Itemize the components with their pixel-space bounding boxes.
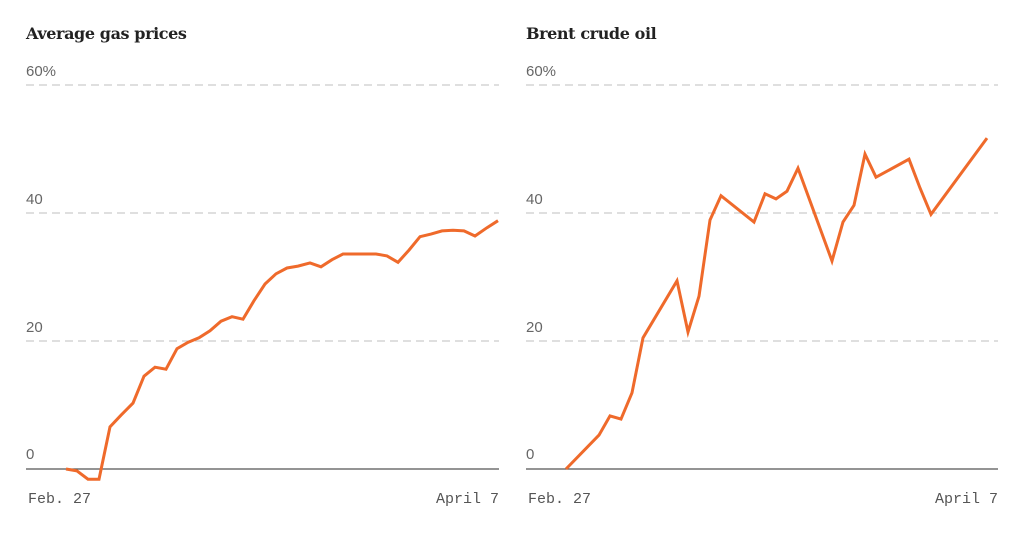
x-tick-label-start: Feb. 27 bbox=[528, 491, 592, 508]
chart-panel-gas: Average gas prices 60% 40 20 0 Feb. 27 A… bbox=[26, 24, 499, 508]
gridlines bbox=[26, 84, 998, 470]
x-tick-label-start: Feb. 27 bbox=[28, 491, 92, 508]
series-line bbox=[65, 219, 499, 481]
series-line bbox=[564, 137, 989, 471]
y-tick-label: 60% bbox=[526, 63, 557, 80]
y-tick-label: 40 bbox=[26, 191, 43, 208]
chart-title: Brent crude oil bbox=[526, 24, 657, 43]
y-tick-label: 60% bbox=[26, 63, 57, 80]
y-tick-label: 0 bbox=[26, 446, 35, 463]
y-tick-label: 20 bbox=[26, 319, 43, 336]
y-tick-label: 0 bbox=[526, 446, 535, 463]
data-lines bbox=[65, 137, 989, 481]
chart-panel-brent: Brent crude oil 60% 40 20 0 Feb. 27 Apri… bbox=[500, 0, 1024, 536]
y-tick-label: 20 bbox=[526, 319, 543, 336]
x-tick-label-end: April 7 bbox=[435, 491, 499, 508]
y-tick-label: 40 bbox=[526, 191, 543, 208]
chart-title: Average gas prices bbox=[26, 24, 187, 43]
x-tick-label-end: April 7 bbox=[934, 491, 998, 508]
